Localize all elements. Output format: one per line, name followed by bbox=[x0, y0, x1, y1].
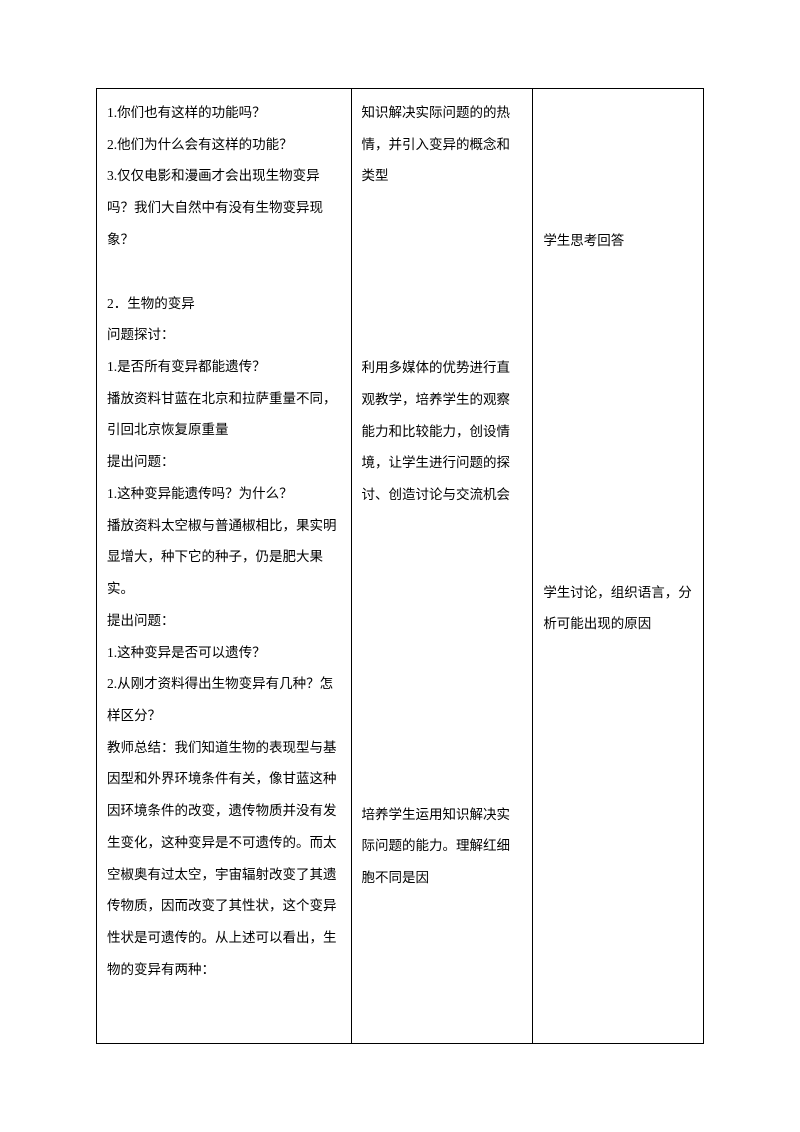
raised-question-2-2: 2.从刚才资料得出生物变异有几种？怎样区分？ bbox=[107, 668, 341, 731]
raised-question-2-1: 1.这种变异是否可以遗传？ bbox=[107, 637, 341, 669]
raise-question-label-1: 提出问题： bbox=[107, 446, 341, 478]
student-activity-column: 学生思考回答 学生讨论，组织语言，分析可能出现的原因 bbox=[533, 89, 703, 1043]
intent-para-3: 培养学生运用知识解决实际问题的能力。理解红细胞不同是因 bbox=[362, 799, 523, 894]
question-2: 2.他们为什么会有这样的功能？ bbox=[107, 129, 341, 161]
question-1: 1.你们也有这样的功能吗？ bbox=[107, 97, 341, 129]
intent-para-2: 利用多媒体的优势进行直观教学，培养学生的观察能力和比较能力，创设情境，让学生进行… bbox=[362, 352, 523, 511]
lesson-plan-table: 1.你们也有这样的功能吗？ 2.他们为什么会有这样的功能？ 3.仅仅电影和漫画才… bbox=[96, 88, 704, 1044]
question-3: 3.仅仅电影和漫画才会出现生物变异吗？我们大自然中有没有生物变异现象？ bbox=[107, 160, 341, 255]
teaching-content-column: 1.你们也有这样的功能吗？ 2.他们为什么会有这样的功能？ 3.仅仅电影和漫画才… bbox=[97, 89, 352, 1043]
raise-question-label-2: 提出问题： bbox=[107, 605, 341, 637]
student-activity-2: 学生讨论，组织语言，分析可能出现的原因 bbox=[543, 577, 693, 640]
discuss-question-1: 1.是否所有变异都能遗传？ bbox=[107, 351, 341, 383]
raised-question-1-detail: 播放资料太空椒与普通椒相比，果实明显增大，种下它的种子，仍是肥大果实。 bbox=[107, 510, 341, 605]
discuss-label: 问题探讨： bbox=[107, 319, 341, 351]
student-activity-1: 学生思考回答 bbox=[543, 225, 693, 257]
teacher-summary: 教师总结：我们知道生物的表现型与基因型和外界环境条件有关，像甘蓝这种因环境条件的… bbox=[107, 732, 341, 986]
intent-para-1: 知识解决实际问题的的热情，并引入变异的概念和类型 bbox=[362, 97, 523, 192]
design-intent-column: 知识解决实际问题的的热情，并引入变异的概念和类型 利用多媒体的优势进行直观教学，… bbox=[352, 89, 534, 1043]
section-2-title: 2．生物的变异 bbox=[107, 288, 341, 320]
discuss-1-detail: 播放资料甘蓝在北京和拉萨重量不同，引回北京恢复原重量 bbox=[107, 383, 341, 446]
raised-question-1: 1.这种变异能遗传吗？为什么？ bbox=[107, 478, 341, 510]
